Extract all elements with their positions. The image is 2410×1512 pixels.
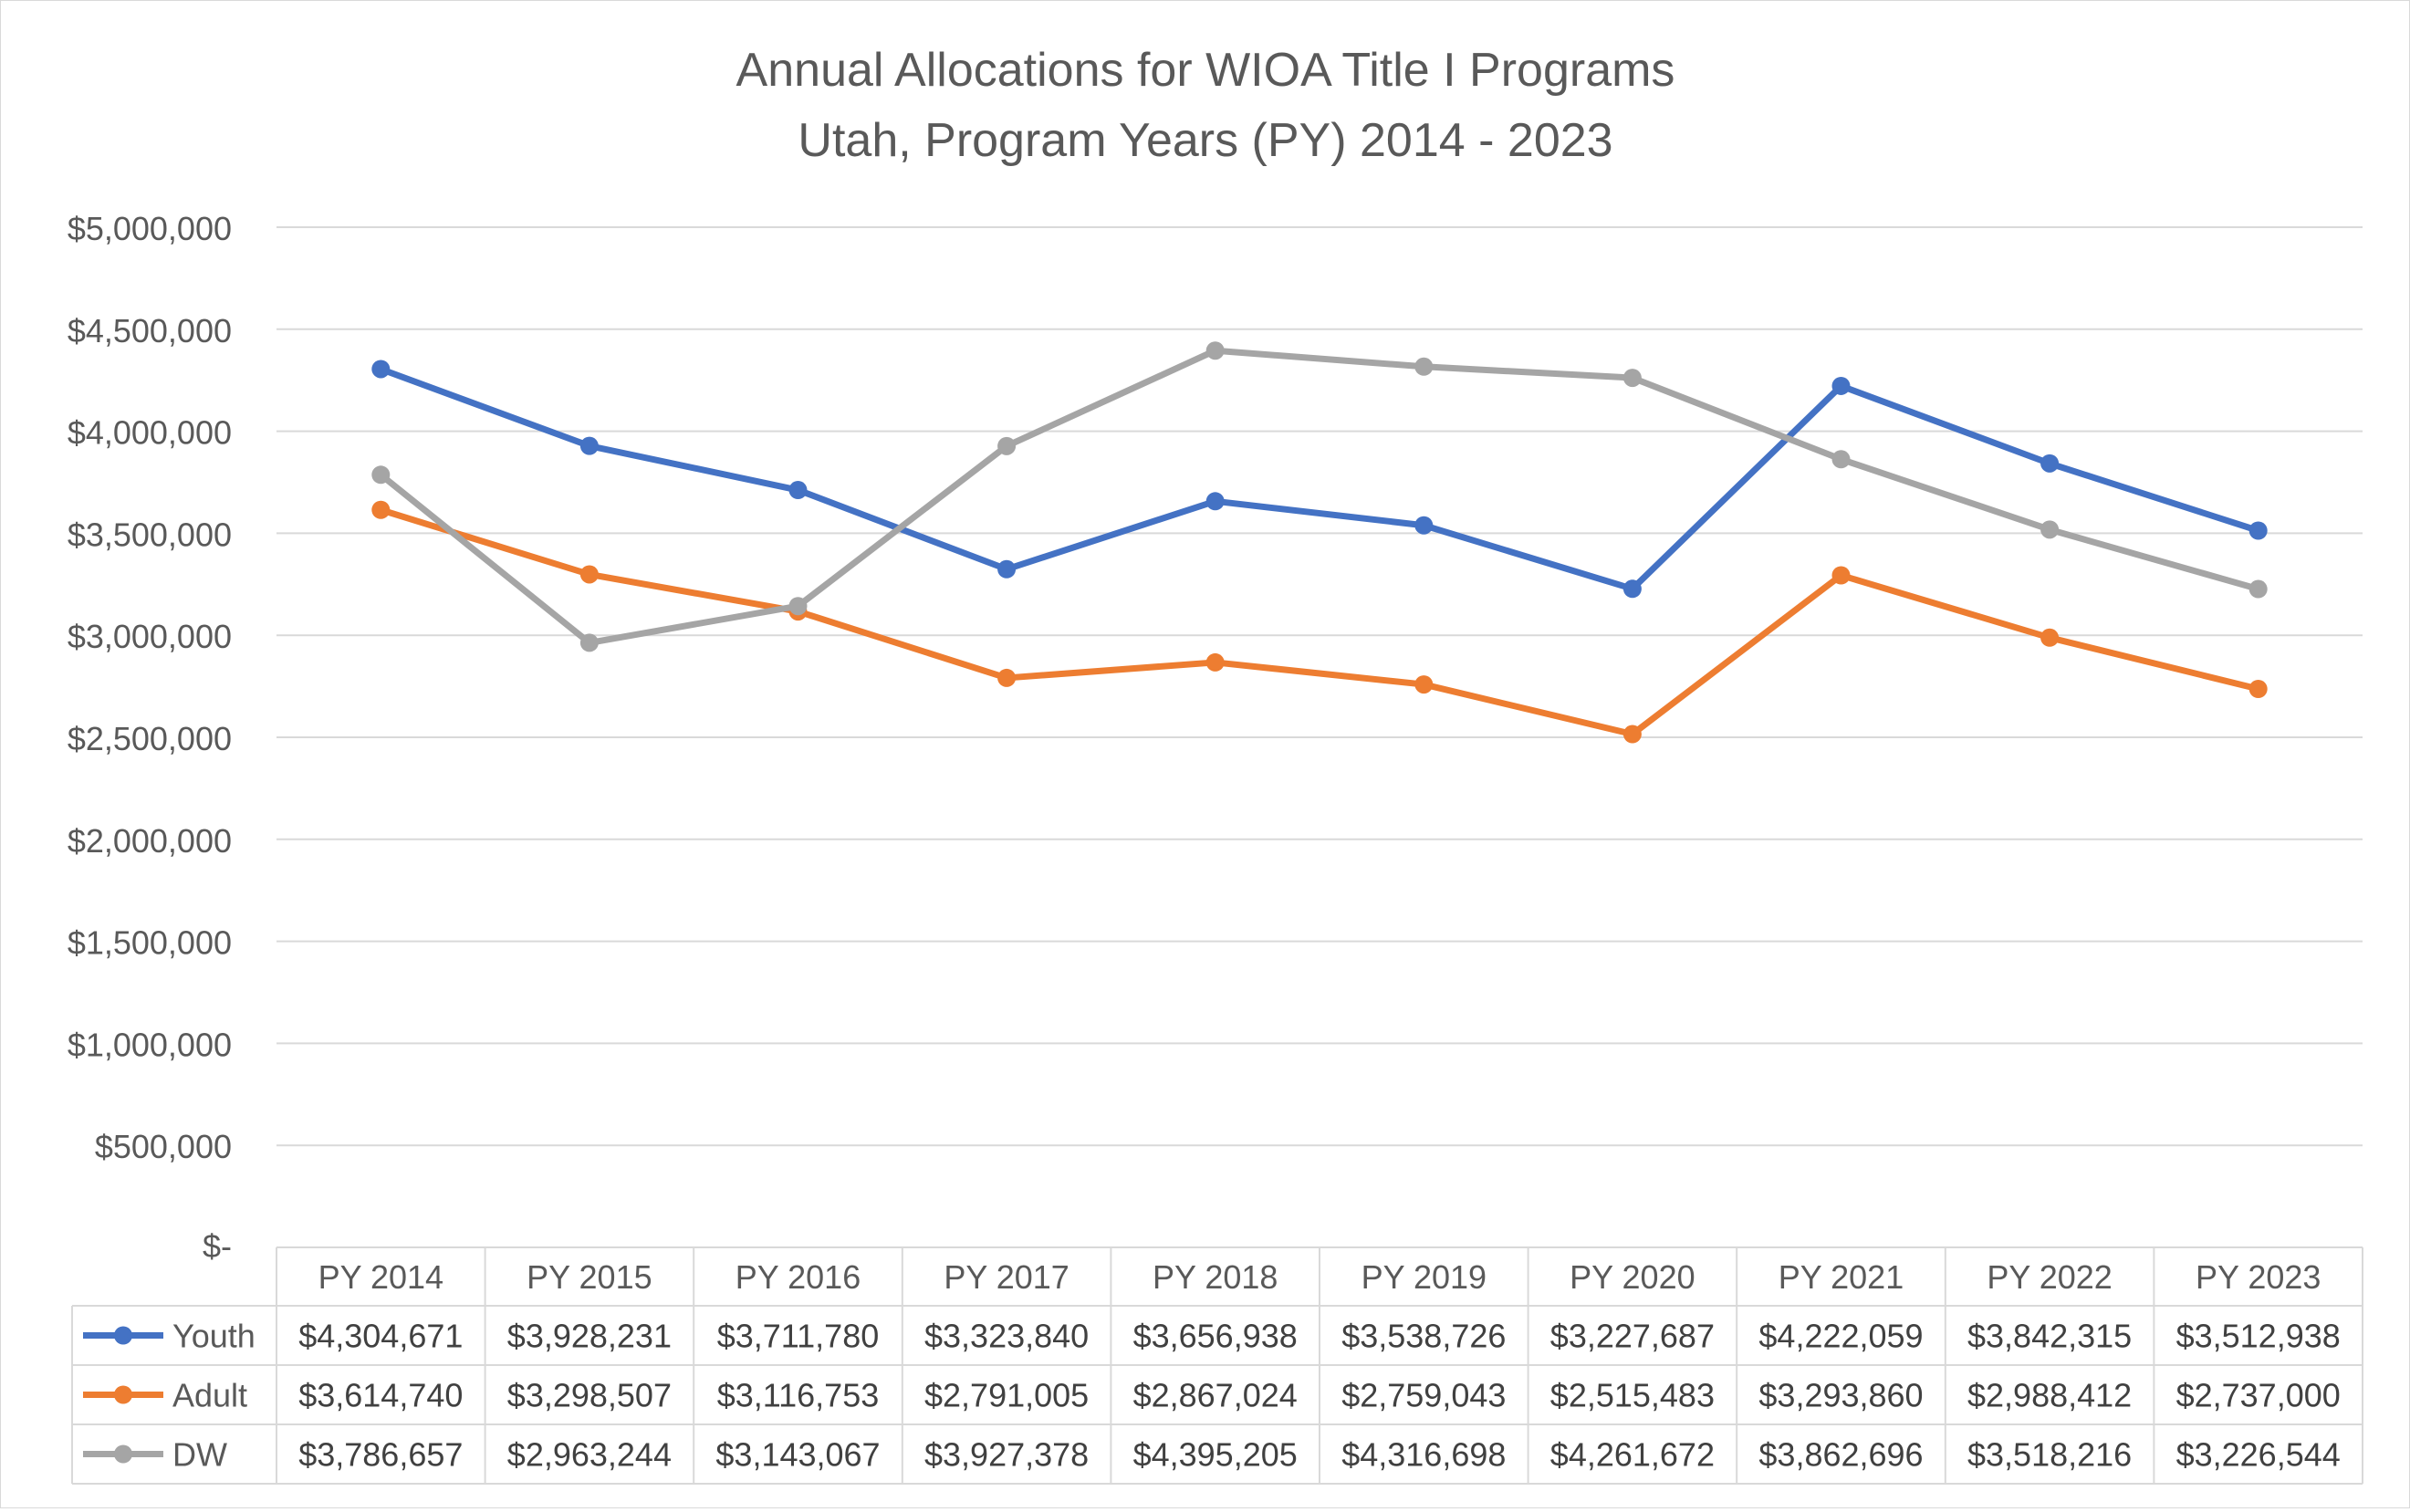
- data-table: PY 2014 PY 2015 PY 2016 PY 2017 PY 2018 PY 20…: [71, 1246, 2363, 1485]
- x-category-label: PY 2019: [1361, 1258, 1487, 1296]
- data-point-dw: [579, 633, 599, 652]
- table-value-dw: $3,862,696: [1758, 1436, 1923, 1474]
- data-point-adult: [1205, 652, 1225, 672]
- data-point-adult: [2248, 680, 2268, 699]
- data-point-dw: [1205, 341, 1225, 360]
- table-value-youth: $3,842,315: [1967, 1318, 2132, 1355]
- table-value-adult: $3,293,860: [1758, 1377, 1923, 1414]
- data-point-adult: [579, 565, 599, 584]
- data-point-adult: [371, 500, 391, 519]
- y-tick-label: $1,000,000: [68, 1026, 232, 1063]
- data-point-adult: [2040, 628, 2060, 647]
- data-point-dw: [371, 465, 391, 485]
- x-category-label: PY 2015: [527, 1258, 652, 1296]
- table-value-adult: $2,791,005: [924, 1377, 1089, 1414]
- y-tick-label: $5,000,000: [68, 210, 232, 247]
- table-value-youth: $4,222,059: [1758, 1318, 1923, 1355]
- series-line-adult: [377, 506, 2262, 738]
- chart-subtitle: Utah, Program Years (PY) 2014 - 2023: [798, 114, 1612, 167]
- y-tick-label: $2,000,000: [68, 822, 232, 860]
- y-tick-label: $4,000,000: [68, 414, 232, 452]
- data-point-youth: [1831, 376, 1851, 395]
- table-value-youth: $3,227,687: [1550, 1318, 1715, 1355]
- table-value-adult: $2,515,483: [1550, 1377, 1715, 1414]
- table-value-youth: $3,656,938: [1133, 1318, 1298, 1355]
- table-value-dw: $3,518,216: [1967, 1436, 2132, 1474]
- data-point-dw: [1831, 450, 1851, 469]
- table-value-adult: $3,298,507: [507, 1377, 672, 1414]
- table-value-dw: $4,261,672: [1550, 1436, 1715, 1474]
- series-lines: [371, 341, 2268, 744]
- legend-label-dw: DW: [172, 1436, 227, 1474]
- table-value-dw: $2,963,244: [507, 1436, 672, 1474]
- table-value-dw: $4,316,698: [1341, 1436, 1506, 1474]
- y-tick-label: $4,500,000: [68, 312, 232, 349]
- x-category-label: PY 2021: [1779, 1258, 1904, 1296]
- table-value-youth: $3,323,840: [924, 1318, 1089, 1355]
- table-value-adult: $2,988,412: [1967, 1377, 2132, 1414]
- y-tick-label: $3,500,000: [68, 516, 232, 553]
- data-point-adult: [1622, 725, 1642, 744]
- table-value-youth: $3,711,780: [717, 1318, 880, 1355]
- table-value-adult: $2,759,043: [1341, 1377, 1506, 1414]
- table-value-adult: $2,867,024: [1133, 1377, 1298, 1414]
- data-point-youth: [1205, 492, 1225, 511]
- table-value-youth: $3,538,726: [1341, 1318, 1506, 1355]
- table-value-dw: $3,226,544: [2176, 1436, 2341, 1474]
- y-tick-label: $3,000,000: [68, 618, 232, 655]
- series-line-dw: [377, 347, 2262, 646]
- data-point-adult: [1831, 566, 1851, 585]
- data-point-youth: [2040, 454, 2060, 473]
- chart-title: Annual Allocations for WIOA Title I Prog…: [736, 44, 1675, 97]
- table-value-dw: $4,395,205: [1133, 1436, 1298, 1474]
- data-point-dw: [2040, 520, 2060, 539]
- x-category-label: PY 2014: [318, 1258, 443, 1296]
- table-value-dw: $3,927,378: [924, 1436, 1089, 1474]
- x-category-label: PY 2017: [944, 1258, 1069, 1296]
- data-point-youth: [579, 436, 599, 455]
- data-point-youth: [997, 559, 1017, 579]
- x-category-label: PY 2022: [1987, 1258, 2112, 1296]
- data-point-youth: [788, 481, 808, 500]
- gridlines: [276, 226, 2363, 1147]
- data-point-dw: [788, 597, 808, 616]
- data-point-youth: [1414, 516, 1434, 535]
- x-category-label: PY 2018: [1153, 1258, 1278, 1296]
- legend-marker-adult: [114, 1385, 132, 1404]
- legend-marker-dw: [114, 1444, 132, 1464]
- table-value-youth: $3,512,938: [2176, 1318, 2341, 1355]
- table-value-dw: $3,143,067: [715, 1436, 880, 1474]
- legend-label-youth: Youth: [172, 1318, 256, 1355]
- data-point-dw: [2248, 579, 2268, 599]
- table-value-adult: $3,614,740: [298, 1377, 463, 1414]
- data-point-youth: [2248, 521, 2268, 540]
- table-value-adult: $3,116,753: [717, 1377, 880, 1414]
- data-point-youth: [1622, 579, 1642, 599]
- legend-label-adult: Adult: [172, 1377, 247, 1414]
- y-tick-label: $500,000: [95, 1128, 232, 1165]
- x-category-label: PY 2020: [1570, 1258, 1695, 1296]
- table-value-adult: $2,737,000: [2176, 1377, 2341, 1414]
- x-category-label: PY 2023: [2196, 1258, 2321, 1296]
- legend-marker-youth: [114, 1326, 132, 1345]
- table-value-youth: $3,928,231: [507, 1318, 672, 1355]
- y-axis-tick-labels: $- $500,000 $1,000,000 $1,500,000 $2,000,000…: [68, 210, 232, 1265]
- data-point-adult: [1414, 675, 1434, 694]
- table-value-youth: $4,304,671: [298, 1318, 463, 1355]
- data-point-youth: [371, 360, 391, 379]
- data-point-dw: [1414, 357, 1434, 376]
- y-tick-label: $1,500,000: [68, 924, 232, 962]
- series-line-youth: [377, 365, 2262, 592]
- y-tick-label: $2,500,000: [68, 720, 232, 757]
- data-point-dw: [997, 436, 1017, 455]
- table-value-dw: $3,786,657: [298, 1436, 463, 1474]
- y-tick-label: $-: [203, 1227, 232, 1265]
- x-category-label: PY 2016: [736, 1258, 861, 1296]
- data-point-adult: [997, 668, 1017, 687]
- data-point-dw: [1622, 369, 1642, 388]
